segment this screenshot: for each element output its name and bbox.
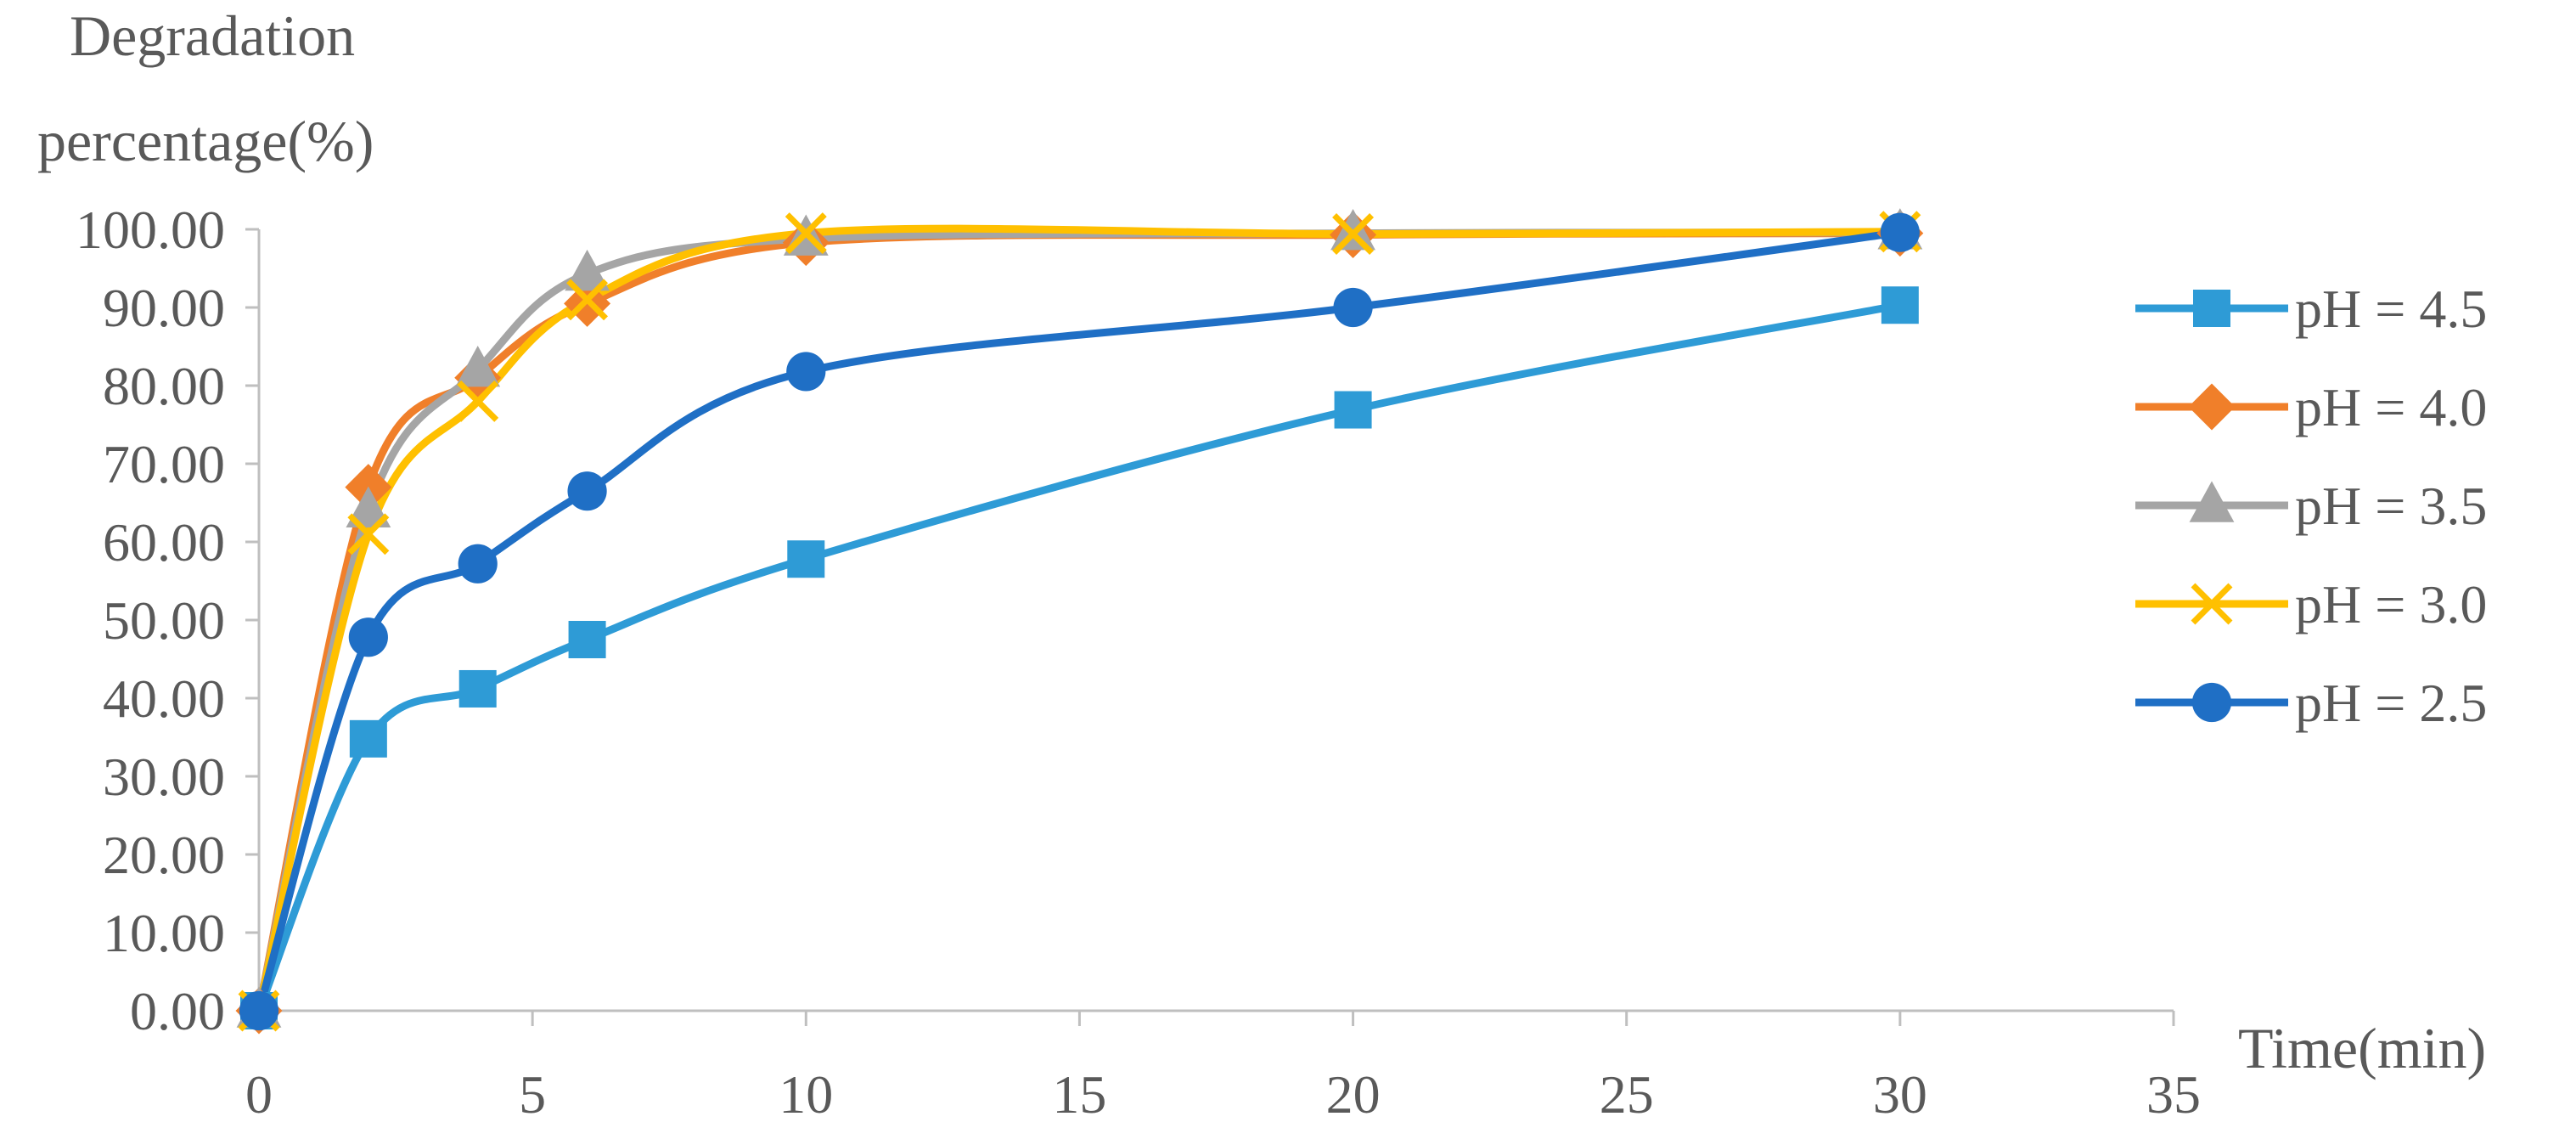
legend-swatch-marker	[2188, 383, 2236, 431]
data-point	[565, 249, 610, 291]
data-point	[457, 380, 499, 422]
data-point	[786, 352, 826, 392]
data-point	[785, 212, 827, 255]
x-marker-stroke	[2191, 583, 2233, 625]
series-line	[255, 301, 1904, 1015]
axes: 0.00 10.00 20.00 30.00 40.00 50.00 60.00 70.00 8…	[76, 200, 2201, 1125]
data-point	[1333, 287, 1373, 328]
data-point	[455, 346, 501, 387]
series-lines	[255, 224, 1904, 1015]
legend-item: pH = 4.0	[2135, 377, 2487, 437]
y-tick-label: 10.00	[103, 903, 225, 963]
data-point	[1334, 391, 1372, 429]
y-axis-title-line-1: Degradation	[70, 3, 356, 68]
legend-item: pH = 3.0	[2135, 574, 2487, 634]
y-tick-label: 50.00	[103, 590, 225, 651]
data-point	[458, 669, 497, 708]
legend-swatch-marker	[2191, 583, 2233, 625]
y-tick-label: 90.00	[103, 278, 225, 338]
legend-swatch-marker	[2191, 682, 2232, 723]
x-marker-stroke	[1332, 213, 1375, 255]
data-point	[1332, 213, 1375, 255]
legend: pH = 4.5 pH = 4.0 pH = 3.5 pH = 3.0 pH = 2.5	[2135, 279, 2487, 733]
legend-item: pH = 4.5	[2135, 279, 2487, 339]
y-tick-label: 0.00	[130, 981, 225, 1041]
x-tick-label: 5	[519, 1064, 546, 1125]
x-tick-label: 20	[1326, 1064, 1381, 1125]
legend-label: pH = 3.0	[2295, 574, 2487, 634]
y-tick-label: 30.00	[103, 747, 225, 807]
data-point	[347, 513, 390, 555]
y-tick-label: 100.00	[76, 200, 225, 260]
legend-swatch-marker	[2193, 290, 2230, 327]
data-point	[568, 621, 606, 658]
y-tick-label: 70.00	[103, 434, 225, 494]
x-tick-label: 0	[245, 1064, 273, 1125]
data-point	[787, 540, 825, 578]
series-markers	[235, 208, 1924, 1035]
data-point	[1881, 286, 1919, 324]
y-tick-label: 60.00	[103, 512, 225, 572]
x-axis-title: Time(min)	[2238, 1016, 2487, 1080]
y-axis-title-line-2: percentage(%)	[37, 109, 374, 173]
y-tick-label: 20.00	[103, 825, 225, 885]
x-tick-label: 25	[1600, 1064, 1654, 1125]
y-tick-label: 80.00	[103, 356, 225, 416]
series-line	[255, 224, 1904, 1015]
x-marker-stroke	[566, 279, 609, 321]
data-point	[1880, 212, 1920, 252]
x-tick-label: 15	[1052, 1064, 1106, 1125]
data-point	[348, 617, 388, 657]
legend-swatch-marker	[2189, 481, 2235, 522]
data-point	[349, 719, 387, 758]
x-marker-stroke	[347, 513, 390, 555]
x-marker-stroke	[785, 212, 827, 255]
legend-label: pH = 2.5	[2295, 673, 2487, 733]
x-tick-label: 30	[1873, 1064, 1927, 1125]
x-marker-stroke	[457, 380, 499, 422]
data-point	[346, 486, 391, 527]
data-point	[566, 279, 609, 321]
legend-label: pH = 3.5	[2295, 476, 2487, 536]
y-tick-label: 40.00	[103, 668, 225, 729]
legend-label: pH = 4.5	[2295, 279, 2487, 339]
legend-item: pH = 2.5	[2135, 673, 2487, 733]
x-tick-label: 35	[2146, 1064, 2201, 1125]
data-point	[239, 990, 279, 1031]
data-point	[458, 544, 498, 584]
data-point	[1330, 209, 1375, 251]
legend-item: pH = 3.5	[2135, 476, 2487, 536]
legend-label: pH = 4.0	[2295, 377, 2487, 437]
x-tick-label: 10	[779, 1064, 833, 1125]
data-point	[567, 471, 607, 511]
